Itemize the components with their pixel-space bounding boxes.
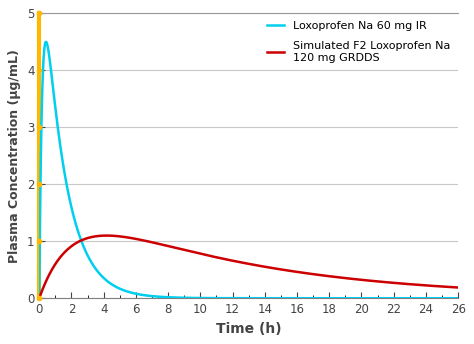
Loxoprofen Na 60 mg IR — [288, 296, 293, 300]
Loxoprofen Na 60 mg IR — [43, 40, 49, 44]
Legend: Loxoprofen Na 60 mg IR, Simulated F2 Loxoprofen Na
120 mg GRDDS: Loxoprofen Na 60 mg IR, Simulated F2 Lox… — [263, 17, 455, 67]
Loxoprofen Na 60 mg IR — [456, 296, 461, 300]
X-axis label: Time (h): Time (h) — [216, 322, 282, 336]
Simulated F2 Loxoprofen Na
120 mg GRDDS — [288, 269, 293, 273]
Line: Loxoprofen Na 60 mg IR: Loxoprofen Na 60 mg IR — [39, 42, 458, 298]
Loxoprofen Na 60 mg IR — [113, 284, 118, 289]
Loxoprofen Na 60 mg IR — [309, 296, 315, 300]
Simulated F2 Loxoprofen Na
120 mg GRDDS — [113, 234, 118, 238]
Simulated F2 Loxoprofen Na
120 mg GRDDS — [309, 272, 315, 276]
Loxoprofen Na 60 mg IR — [36, 296, 42, 300]
Y-axis label: Plasma Concentration (µg/mL): Plasma Concentration (µg/mL) — [9, 49, 21, 263]
Simulated F2 Loxoprofen Na
120 mg GRDDS — [197, 251, 202, 256]
Simulated F2 Loxoprofen Na
120 mg GRDDS — [456, 286, 461, 290]
Loxoprofen Na 60 mg IR — [381, 296, 387, 300]
Loxoprofen Na 60 mg IR — [197, 296, 202, 300]
Line: Simulated F2 Loxoprofen Na
120 mg GRDDS: Simulated F2 Loxoprofen Na 120 mg GRDDS — [39, 236, 458, 298]
Simulated F2 Loxoprofen Na
120 mg GRDDS — [104, 234, 109, 238]
Simulated F2 Loxoprofen Na
120 mg GRDDS — [381, 280, 387, 284]
Loxoprofen Na 60 mg IR — [349, 296, 355, 300]
Simulated F2 Loxoprofen Na
120 mg GRDDS — [349, 277, 355, 281]
Simulated F2 Loxoprofen Na
120 mg GRDDS — [36, 296, 42, 300]
